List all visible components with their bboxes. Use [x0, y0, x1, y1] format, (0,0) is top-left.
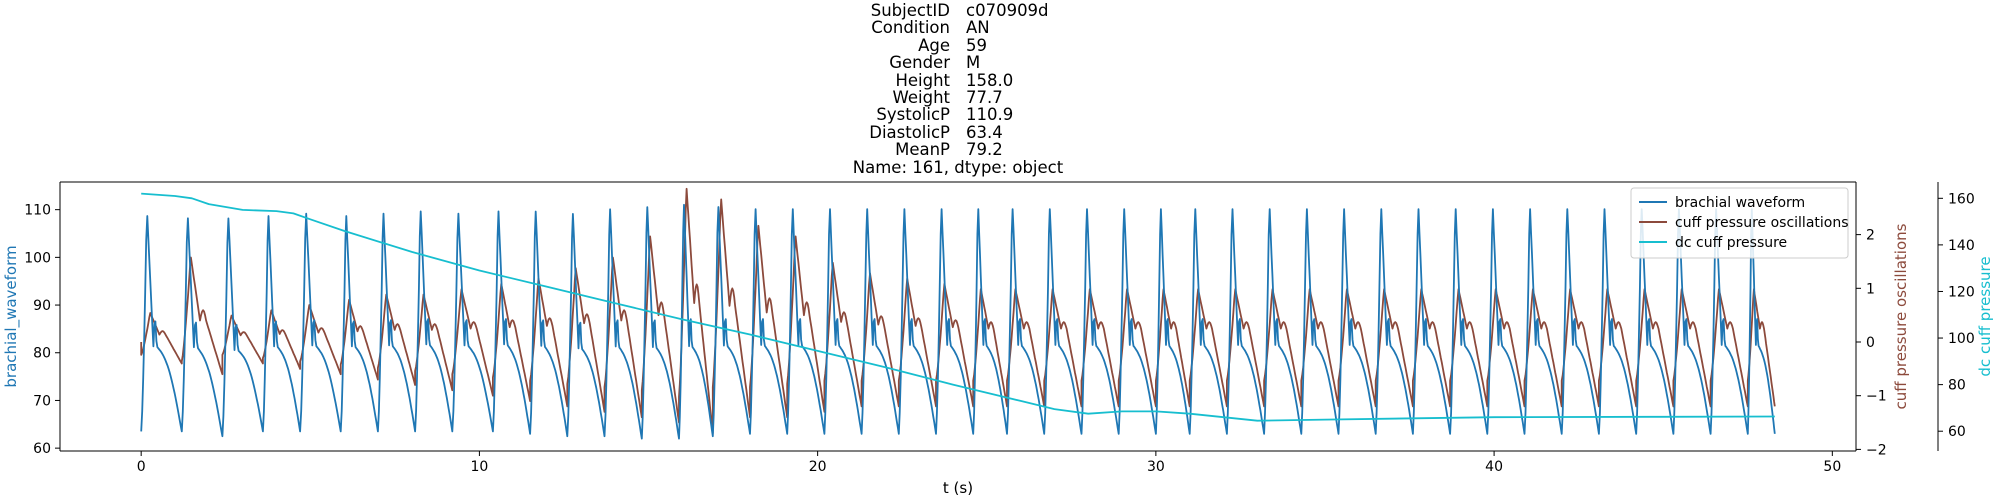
legend: brachial waveform cuff pressure oscillati… — [1630, 187, 1849, 259]
title-value: AN — [966, 18, 990, 38]
figure-title: SubjectID c070909d Condition AN Age 59 Gender M… — [0, 0, 2000, 178]
x-tick-label: 10 — [470, 459, 488, 475]
plot-area — [60, 182, 1856, 451]
title-key: Age — [918, 35, 950, 55]
title-key: Height — [895, 70, 950, 90]
y-right1-tick-label: −1 — [1866, 389, 1887, 405]
x-tick-label: 40 — [1485, 459, 1503, 475]
title-value: 158.0 — [966, 70, 1014, 90]
y-left-tick-label: 60 — [33, 441, 51, 457]
legend-label: dc cuff pressure — [1675, 235, 1787, 251]
title-key: DiastolicP — [869, 122, 950, 142]
series-line-brachial-waveform — [140, 203, 1776, 440]
axes-layer: 0 10 20 30 40 50t (s)60708090100110brachial_w… — [2, 181, 1994, 497]
title-footer: Name: 161, dtype: object — [852, 157, 1064, 177]
y-right1-tick-label: 1 — [1866, 281, 1875, 297]
title-key: Condition — [871, 18, 950, 38]
title-key: Weight — [892, 88, 950, 107]
y-right2-tick-label: 80 — [1948, 378, 1966, 394]
y-right1-tick-label: −2 — [1866, 442, 1887, 458]
y-right1-tick-label: 0 — [1866, 335, 1875, 351]
y-left-tick-label: 80 — [33, 346, 51, 362]
title-value: 77.7 — [966, 88, 1003, 107]
y-left-tick-label: 100 — [24, 250, 51, 266]
y-right2-tick-label: 100 — [1948, 331, 1975, 347]
series-layer — [140, 187, 1776, 440]
legend-label: cuff pressure oscillations — [1675, 215, 1849, 231]
plot-background — [60, 182, 1856, 451]
title-value: 79.2 — [966, 140, 1003, 160]
title-value: M — [966, 53, 981, 73]
legend-box — [1630, 187, 1849, 259]
series-line-cuff-pressure-oscillations — [140, 187, 1776, 435]
x-axis-label: t (s) — [943, 479, 973, 497]
title-value: c070909d — [966, 1, 1049, 20]
y-left-axis-label: brachial_waveform — [2, 245, 21, 387]
y-right2-tick-label: 60 — [1948, 424, 1966, 440]
title-key: Gender — [889, 53, 950, 73]
x-tick-label: 20 — [809, 459, 827, 475]
x-tick-label: 0 — [137, 459, 146, 475]
y-left-tick-label: 110 — [24, 203, 51, 219]
y-right2-tick-label: 140 — [1948, 238, 1975, 254]
y-left-tick-label: 70 — [33, 393, 51, 409]
title-key: SubjectID — [870, 1, 950, 20]
legend-label: brachial waveform — [1675, 195, 1805, 211]
y-right1-tick-label: 2 — [1866, 228, 1875, 244]
x-tick-label: 50 — [1823, 459, 1841, 475]
y-right2-tick-label: 160 — [1948, 191, 1975, 207]
y-right2-tick-label: 120 — [1948, 284, 1975, 300]
y-left-tick-label: 90 — [33, 298, 51, 314]
y-right2-axis-label: dc cuff pressure — [1976, 256, 1994, 376]
title-key: SystolicP — [876, 105, 950, 125]
title-value: 63.4 — [966, 122, 1003, 142]
title-value: 110.9 — [966, 105, 1014, 125]
y-right1-axis-label: cuff pressure oscillations — [1892, 223, 1910, 409]
x-tick-label: 30 — [1147, 459, 1165, 475]
series-line-dc-cuff-pressure — [141, 192, 1775, 422]
title-key: MeanP — [895, 140, 950, 160]
title-value: 59 — [966, 35, 987, 55]
